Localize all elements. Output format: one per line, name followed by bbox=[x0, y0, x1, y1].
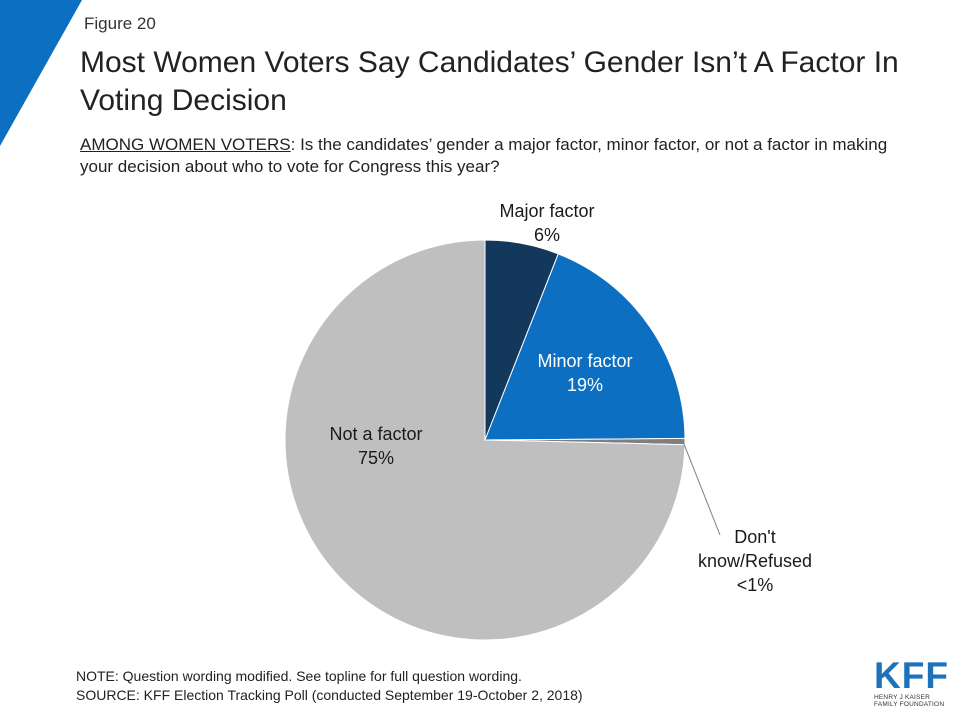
subtitle-question: : Is the candidates’ gender a major fact… bbox=[80, 135, 888, 176]
leader-line-don-t-know-refused bbox=[682, 441, 721, 536]
figure-label: Figure 20 bbox=[84, 14, 156, 33]
slice-not-a-factor bbox=[284, 239, 686, 641]
logo-mark: KFF bbox=[874, 655, 949, 696]
slice-label-don-t-know-refused: Don't know/Refused <1% bbox=[698, 527, 812, 595]
pie-chart: Major factor 6% Minor factor 19% Don't know/R… bbox=[284, 201, 812, 641]
slice-label-not-a-factor: Not a factor 75% bbox=[329, 424, 422, 468]
slice-label-major-factor: Major factor 6% bbox=[499, 201, 594, 245]
logo-line-1: HENRY J KAISER bbox=[874, 694, 931, 701]
source-text: SOURCE: KFF Election Tracking Poll (cond… bbox=[76, 687, 583, 703]
kff-logo: KFF HENRY J KAISER FAMILY FOUNDATION bbox=[874, 655, 949, 708]
logo-line-2: FAMILY FOUNDATION bbox=[874, 701, 945, 708]
footnote: NOTE: Question wording modified. See top… bbox=[76, 667, 583, 705]
chart-title: Most Women Voters Say Candidates’ Gender… bbox=[80, 46, 899, 117]
note-text: NOTE: Question wording modified. See top… bbox=[76, 668, 522, 684]
slice-minor-factor bbox=[484, 253, 686, 441]
chart-subtitle: AMONG WOMEN VOTERS: Is the candidates’ g… bbox=[80, 134, 920, 178]
subtitle-population: AMONG WOMEN VOTERS bbox=[80, 135, 291, 154]
slice-label-minor-factor: Minor factor 19% bbox=[537, 351, 632, 395]
corner-accent bbox=[0, 0, 82, 146]
